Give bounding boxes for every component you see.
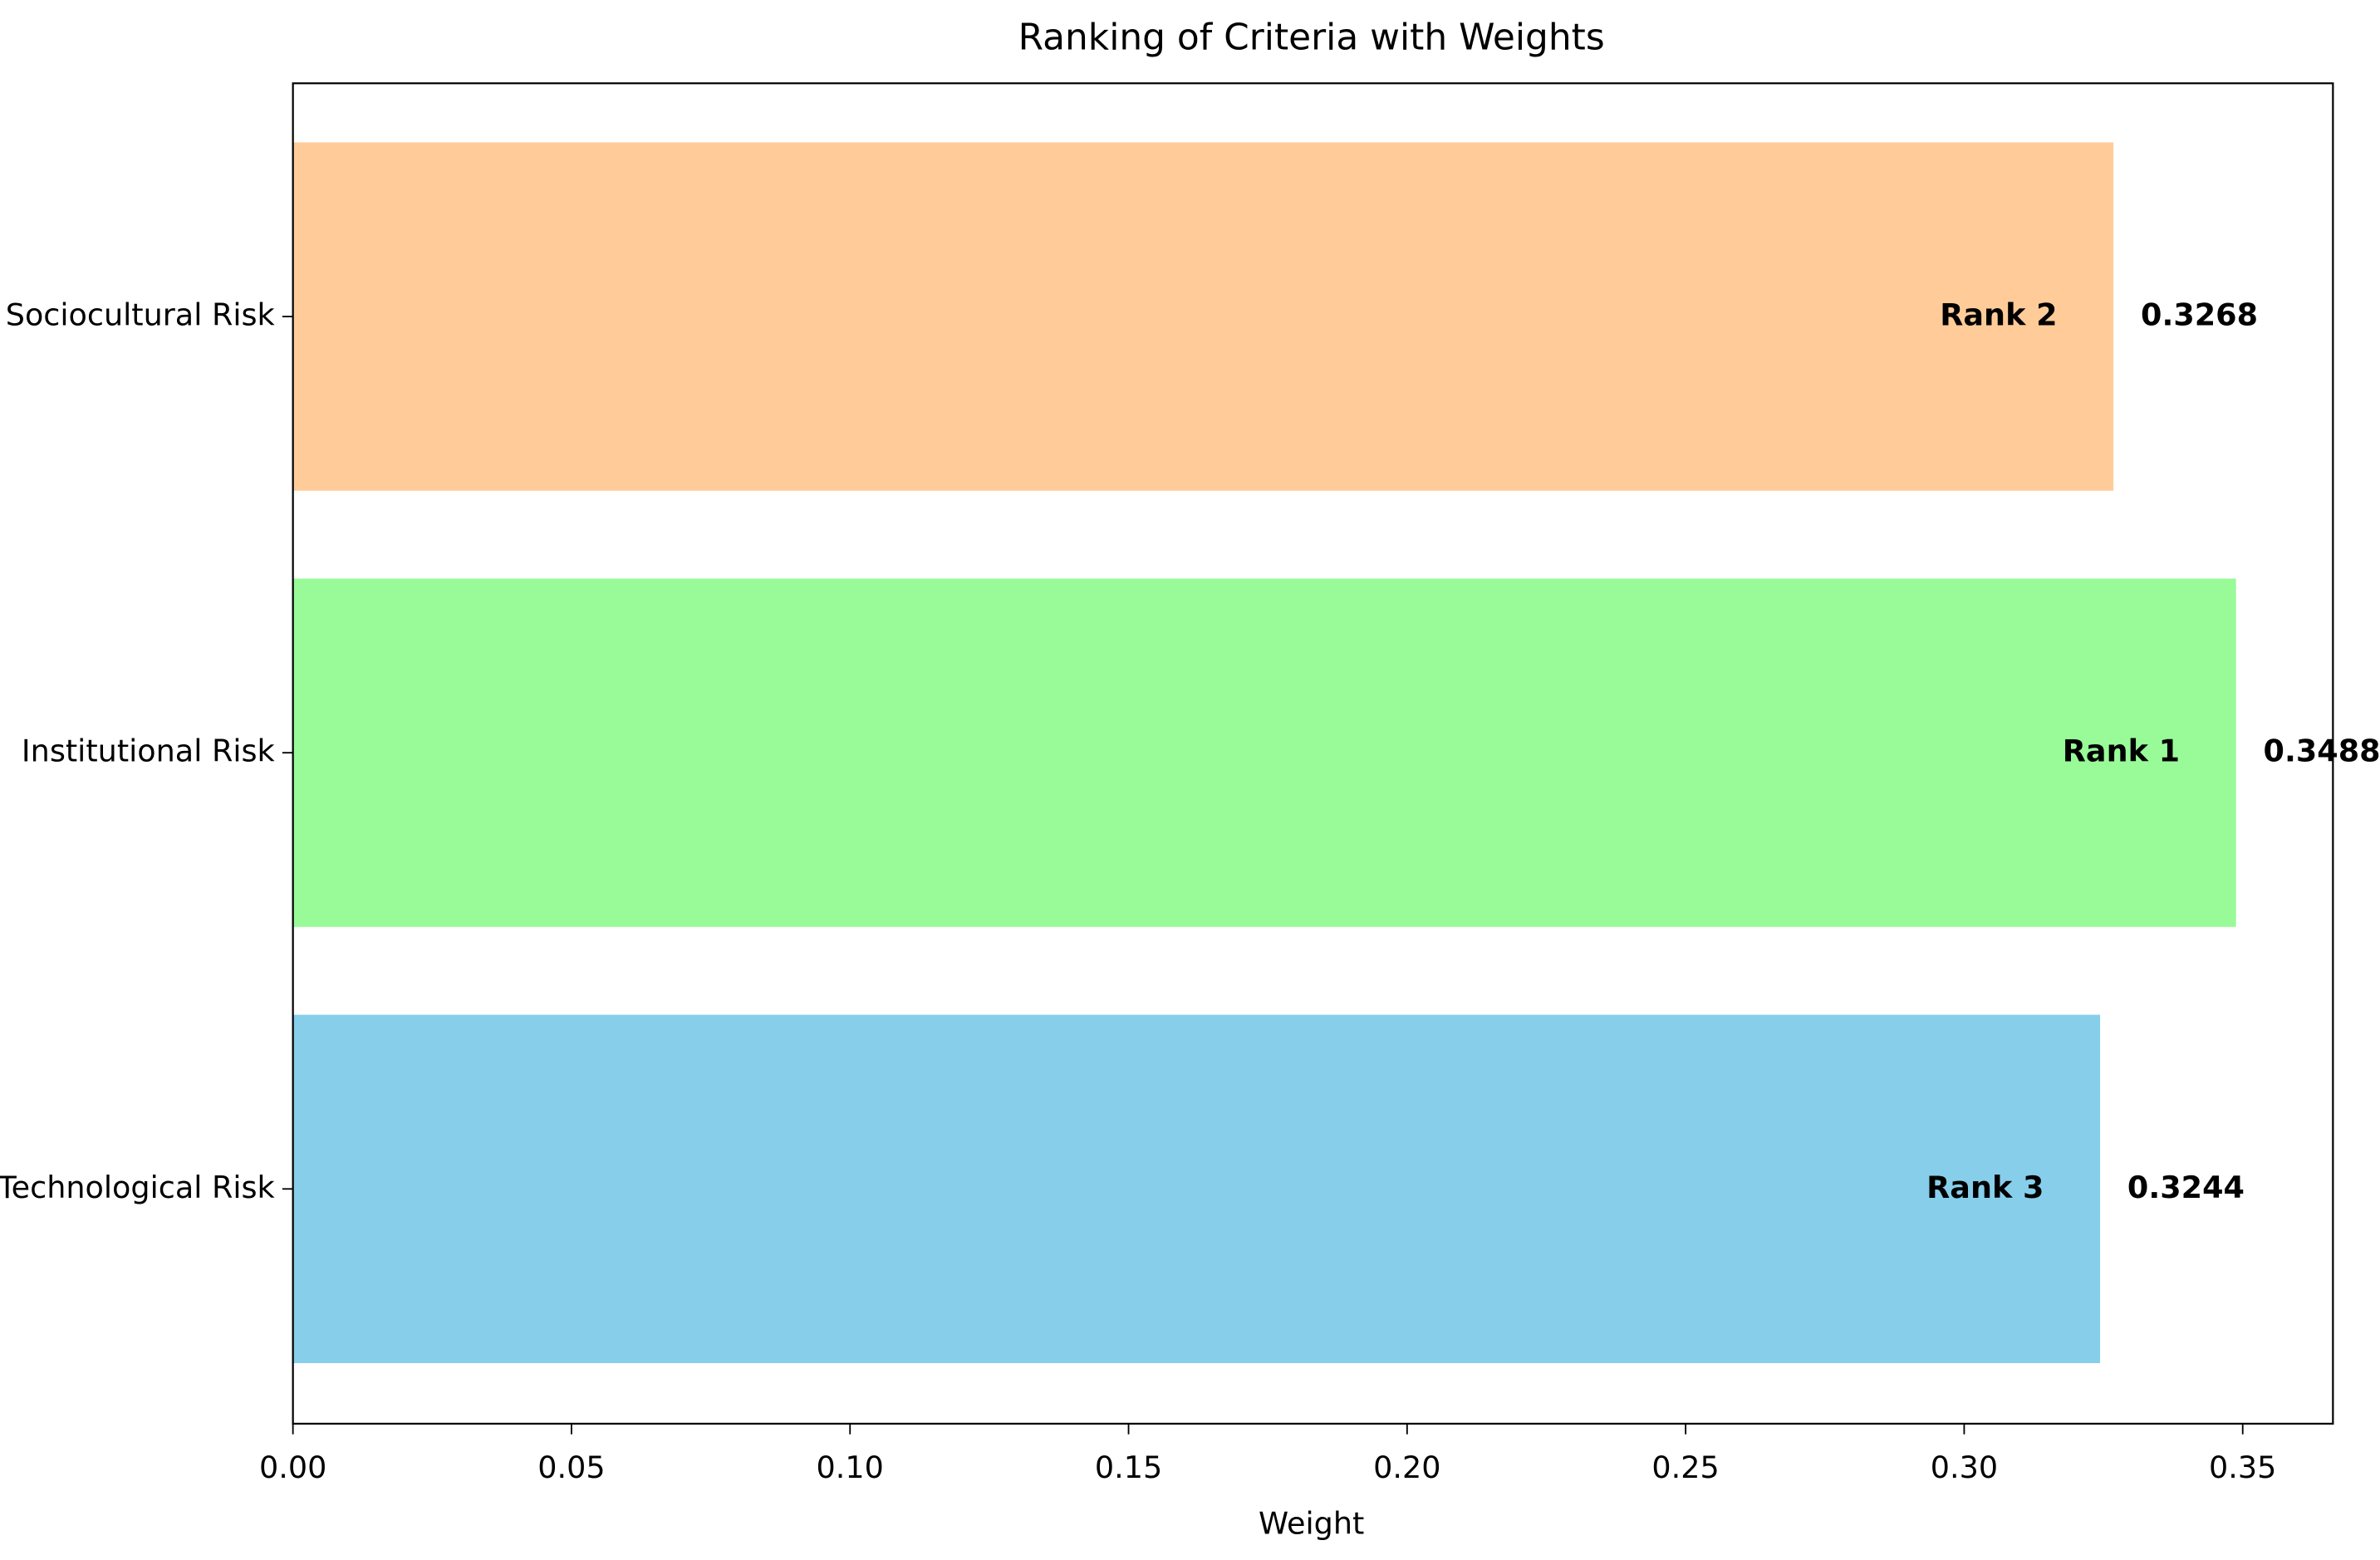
y-tick-label: Institutional Risk [22,733,276,769]
value-label: 0.3268 [2141,297,2258,333]
rank-label: Rank 1 [2063,733,2180,769]
plot-frame [292,82,2334,1425]
x-tick-label: 0.30 [1931,1450,1998,1485]
chart-title: Ranking of Criteria with Weights [1018,16,1605,58]
y-tick-label: Sociocultural Risk [6,297,276,333]
x-tick-label: 0.25 [1651,1450,1719,1485]
bar [292,142,2114,491]
bar [292,1014,2101,1363]
value-label: 0.3488 [2264,733,2380,769]
x-tick-label: 0.15 [1095,1450,1162,1485]
x-tick-label: 0.20 [1373,1450,1440,1485]
bar [292,578,2236,927]
x-tick-label: 0.10 [817,1450,884,1485]
x-tick-label: 0.05 [537,1450,605,1485]
value-label: 0.3244 [2127,1170,2245,1205]
y-tick-label: Technological Risk [0,1170,276,1205]
x-tick-label: 0.35 [2209,1450,2276,1485]
rank-label: Rank 2 [1940,297,2057,333]
x-axis-label: Weight [1259,1506,1364,1542]
rank-label: Rank 3 [1926,1170,2044,1205]
x-tick-label: 0.00 [259,1450,326,1485]
